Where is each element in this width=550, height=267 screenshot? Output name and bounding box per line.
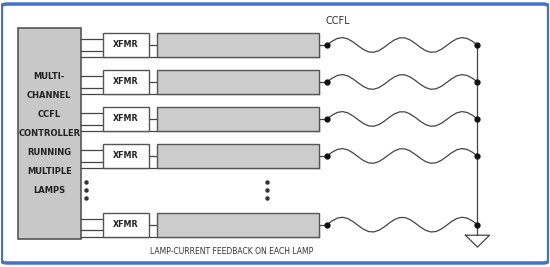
Text: MULTIPLE: MULTIPLE — [27, 167, 72, 176]
Bar — [103, 107, 149, 131]
Bar — [157, 33, 319, 57]
FancyBboxPatch shape — [2, 4, 548, 263]
Text: XFMR: XFMR — [113, 115, 139, 123]
Bar — [157, 70, 319, 94]
Text: MULTI-: MULTI- — [34, 72, 65, 81]
Text: XFMR: XFMR — [113, 77, 139, 87]
Text: LAMPS: LAMPS — [33, 186, 65, 195]
Bar — [157, 213, 319, 237]
Text: CCFL: CCFL — [38, 110, 61, 119]
Bar — [103, 33, 149, 57]
Bar — [157, 144, 319, 168]
Bar — [103, 213, 149, 237]
Text: LAMP-CURRENT FEEDBACK ON EACH LAMP: LAMP-CURRENT FEEDBACK ON EACH LAMP — [150, 247, 313, 256]
Bar — [157, 107, 319, 131]
Text: CONTROLLER: CONTROLLER — [18, 129, 80, 138]
Text: XFMR: XFMR — [113, 41, 139, 49]
Text: RUNNING: RUNNING — [27, 148, 72, 157]
Text: CHANNEL: CHANNEL — [27, 91, 72, 100]
Bar — [103, 70, 149, 94]
Text: XFMR: XFMR — [113, 220, 139, 229]
Text: XFMR: XFMR — [113, 151, 139, 160]
Bar — [18, 28, 81, 239]
Text: CCFL: CCFL — [326, 16, 350, 26]
Bar — [103, 144, 149, 168]
